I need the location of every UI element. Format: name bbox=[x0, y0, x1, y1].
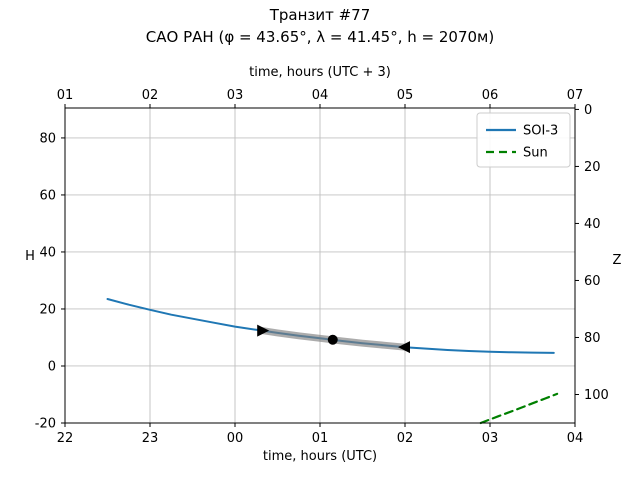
chart-title: Транзит #77 bbox=[269, 6, 371, 24]
right-axis-label: Z bbox=[613, 253, 622, 268]
x-tick-label-top: 06 bbox=[482, 88, 499, 103]
y-tick-label-right: 100 bbox=[584, 388, 609, 403]
x-tick-label-top: 01 bbox=[57, 88, 74, 103]
y-tick-label-right: 80 bbox=[584, 331, 601, 346]
chart-subtitle: САО РАН (φ = 43.65°, λ = 41.45°, h = 207… bbox=[146, 28, 494, 46]
series-SOI-3 bbox=[106, 298, 555, 354]
y-tick-label-left: 0 bbox=[48, 359, 56, 374]
y-tick-label-left: 40 bbox=[39, 245, 56, 260]
x-tick-label-top: 07 bbox=[567, 88, 584, 103]
y-tick-label-right: 0 bbox=[584, 103, 592, 118]
x-tick-label-top: 03 bbox=[227, 88, 244, 103]
y-tick-label-right: 20 bbox=[584, 160, 601, 175]
tick-marks bbox=[61, 104, 579, 427]
x-tick-label-bottom: 04 bbox=[567, 431, 584, 446]
legend-label-Sun: Sun bbox=[523, 146, 548, 161]
x-tick-label-bottom: 22 bbox=[57, 431, 74, 446]
legend-label-SOI-3: SOI-3 bbox=[523, 124, 558, 139]
left-axis-label: H bbox=[25, 249, 35, 264]
rise-marker bbox=[257, 324, 270, 337]
y-tick-label-left: -20 bbox=[35, 417, 56, 432]
legend-box bbox=[476, 112, 571, 168]
x-tick-label-bottom: 02 bbox=[397, 431, 414, 446]
y-tick-label-left: 20 bbox=[39, 302, 56, 317]
series-Sun bbox=[479, 392, 559, 425]
x-tick-label-bottom: 03 bbox=[482, 431, 499, 446]
x-tick-label-bottom: 23 bbox=[142, 431, 159, 446]
x-tick-label-bottom: 01 bbox=[312, 431, 329, 446]
top-axis-label: time, hours (UTC + 3) bbox=[249, 65, 391, 80]
y-tick-label-left: 80 bbox=[39, 131, 56, 146]
x-tick-label-top: 04 bbox=[312, 88, 329, 103]
x-tick-label-top: 02 bbox=[142, 88, 159, 103]
y-tick-label-left: 60 bbox=[39, 188, 56, 203]
y-tick-label-right: 60 bbox=[584, 274, 601, 289]
x-tick-label-top: 05 bbox=[397, 88, 414, 103]
set-marker bbox=[398, 341, 410, 354]
culmination-marker bbox=[327, 334, 338, 345]
x-tick-label-bottom: 00 bbox=[227, 431, 244, 446]
bottom-axis-label: time, hours (UTC) bbox=[263, 449, 377, 464]
y-tick-label-right: 40 bbox=[584, 217, 601, 232]
chart-layers: 22 01 23 02 00 03 01 04 02 05 03 06 04 07 -20 0 20 40 60 80… bbox=[35, 88, 609, 446]
